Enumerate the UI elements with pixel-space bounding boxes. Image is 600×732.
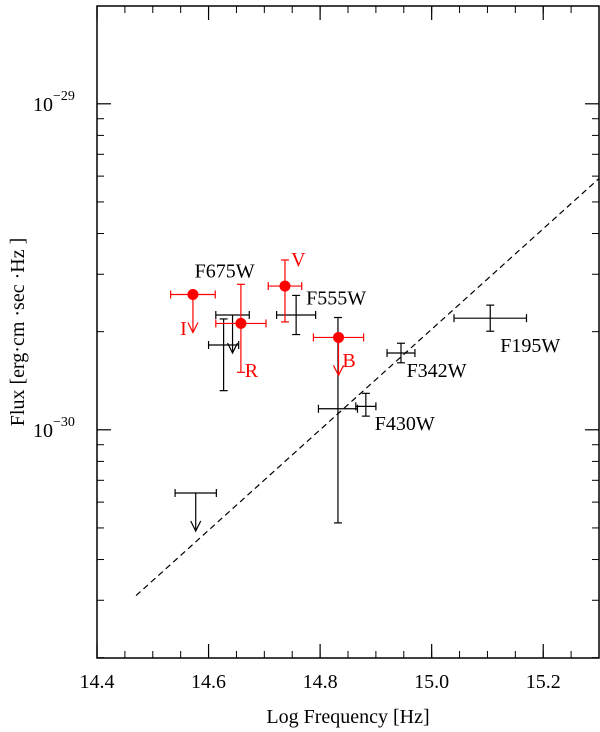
upper-limit-arrowhead — [187, 322, 199, 334]
point-label: B — [342, 350, 355, 372]
x-tick-label: 15.2 — [526, 671, 561, 693]
plot-frame — [96, 5, 600, 659]
point-label: F342W — [407, 360, 467, 382]
upper-limit-arrowhead — [332, 365, 345, 377]
point-label: V — [291, 249, 306, 271]
y-tick-label: 10 — [33, 94, 53, 116]
point-label: F555W — [306, 288, 366, 310]
data-marks — [135, 178, 600, 597]
x-tick-label: 15.0 — [414, 671, 449, 693]
y-axis-label: Flux [erg·cm ·sec ·Hz ] — [7, 238, 29, 426]
data-point-marker — [333, 331, 345, 343]
point-label: F430W — [375, 413, 435, 435]
y-tick-label: 10 — [33, 420, 53, 442]
data-point-marker — [235, 317, 247, 329]
point-label: R — [245, 360, 259, 382]
upper-limit-arrowhead — [227, 342, 239, 355]
upper-limit-arrowhead — [190, 520, 202, 533]
x-tick-label: 14.8 — [303, 671, 338, 693]
x-tick-label: 14.4 — [80, 671, 115, 693]
data-point-marker — [187, 289, 199, 301]
x-tick-label: 14.6 — [191, 671, 226, 693]
point-label: F195W — [500, 335, 560, 357]
data-point-marker — [279, 280, 291, 292]
y-tick-label-exponent: −30 — [53, 415, 75, 430]
point-labels: F675W F555W F195W F342W F430W V I R B — [180, 249, 560, 435]
point-label: F675W — [195, 261, 255, 283]
y-tick-label-exponent: −29 — [53, 89, 75, 104]
point-label: I — [180, 318, 187, 340]
model-dashed-line — [135, 178, 600, 597]
x-axis-label: Log Frequency [Hz] — [266, 706, 429, 728]
